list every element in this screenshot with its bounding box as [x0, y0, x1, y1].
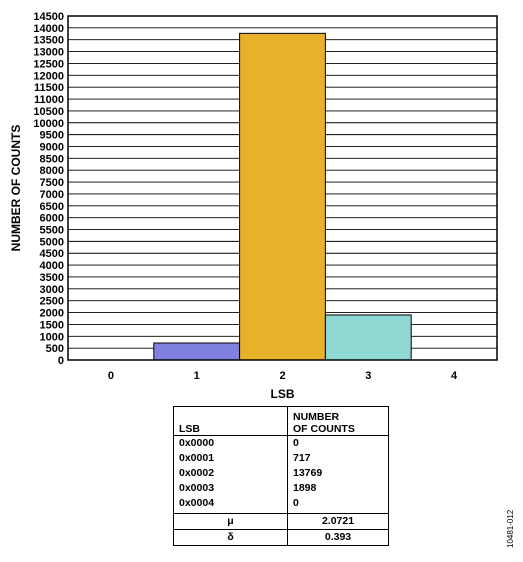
y-tick-label: 8500 — [40, 153, 64, 165]
y-tick-label: 5500 — [40, 225, 64, 237]
header-counts-line1: NUMBER — [293, 411, 340, 423]
y-tick-label: 7000 — [40, 189, 64, 201]
y-tick-label: 12000 — [33, 70, 64, 82]
y-tick-label: 1000 — [40, 331, 64, 343]
y-tick-label: 14500 — [33, 11, 64, 23]
x-tick-labels: 0 1 2 3 4 — [108, 370, 458, 382]
bar-3 — [324, 314, 412, 361]
mean-symbol: μ — [173, 513, 288, 530]
statistics-table: LSB NUMBER OF COUNTS 0x0000 0 0x0001 717… — [173, 406, 389, 546]
row-count: 1898 — [293, 482, 317, 494]
plot-frame — [67, 15, 498, 361]
y-tick-label: 11000 — [34, 94, 64, 106]
bar-2 — [239, 32, 326, 361]
y-tick-labels: 0500100015002000250030003500400045005000… — [33, 11, 64, 367]
std-value: 0.393 — [287, 529, 389, 546]
x-tick-label: 2 — [279, 370, 285, 382]
y-tick-label: 4000 — [40, 260, 64, 272]
table-row: 0x0002 13769 — [173, 466, 389, 481]
y-tick-label: 4500 — [40, 248, 64, 260]
table-row: 0x0004 0 — [173, 496, 389, 514]
row-count: 0 — [293, 437, 299, 449]
y-tick-label: 13500 — [33, 35, 64, 47]
y-tick-label: 3000 — [40, 284, 64, 296]
y-tick-label: 0 — [58, 355, 64, 367]
y-tick-label: 6000 — [40, 213, 64, 225]
x-tick-label: 3 — [365, 370, 371, 382]
y-tick-label: 3500 — [40, 272, 64, 284]
y-tick-label: 13000 — [33, 47, 64, 59]
row-lsb: 0x0004 — [173, 496, 288, 514]
bar-1 — [153, 342, 241, 361]
y-tick-label: 1500 — [40, 319, 64, 331]
row-count: 13769 — [293, 467, 323, 479]
row-count: 717 — [293, 452, 311, 464]
x-tick-label: 0 — [108, 370, 114, 382]
header-counts: NUMBER OF COUNTS — [287, 406, 389, 436]
row-lsb: 0x0001 — [173, 451, 288, 466]
header-counts-line2: OF COUNTS — [293, 423, 355, 435]
table-header-row: LSB NUMBER OF COUNTS — [173, 406, 389, 436]
y-tick-label: 2500 — [40, 296, 64, 308]
table-row: 0x0001 717 — [173, 451, 389, 466]
y-axis-title: NUMBER OF COUNTS — [9, 125, 23, 252]
x-tick-label: 4 — [451, 370, 458, 382]
row-count: 0 — [293, 497, 299, 509]
y-tick-label: 14000 — [33, 23, 64, 35]
row-lsb: 0x0000 — [173, 435, 288, 451]
table-row: 0x0003 1898 — [173, 481, 389, 496]
mean-row: μ 2.0721 — [173, 513, 389, 530]
table-row: 0x0000 0 — [173, 435, 389, 451]
row-lsb: 0x0002 — [173, 466, 288, 481]
y-tick-label: 12500 — [33, 58, 64, 70]
std-row: δ 0.393 — [173, 529, 389, 546]
y-tick-label: 2000 — [40, 308, 64, 320]
histogram-chart: 0500100015002000250030003500400045005000… — [9, 11, 498, 401]
std-symbol: δ — [173, 529, 288, 546]
y-tick-label: 8000 — [40, 165, 64, 177]
y-tick-label: 11500 — [34, 82, 64, 94]
bars — [153, 32, 412, 361]
y-tick-label: 10500 — [33, 106, 64, 118]
y-tick-label: 10000 — [33, 118, 64, 130]
x-tick-label: 1 — [194, 370, 200, 382]
x-axis-title: LSB — [271, 387, 295, 401]
y-tick-label: 5000 — [40, 236, 64, 248]
mean-value: 2.0721 — [287, 513, 389, 530]
header-lsb: LSB — [173, 406, 288, 436]
y-tick-label: 9000 — [40, 141, 64, 153]
y-tick-label: 6500 — [40, 201, 64, 213]
y-tick-label: 7500 — [40, 177, 64, 189]
y-tick-label: 500 — [46, 343, 64, 355]
y-tick-label: 9500 — [40, 130, 64, 142]
row-lsb: 0x0003 — [173, 481, 288, 496]
figure-id-label: 10481-012 — [506, 509, 515, 548]
